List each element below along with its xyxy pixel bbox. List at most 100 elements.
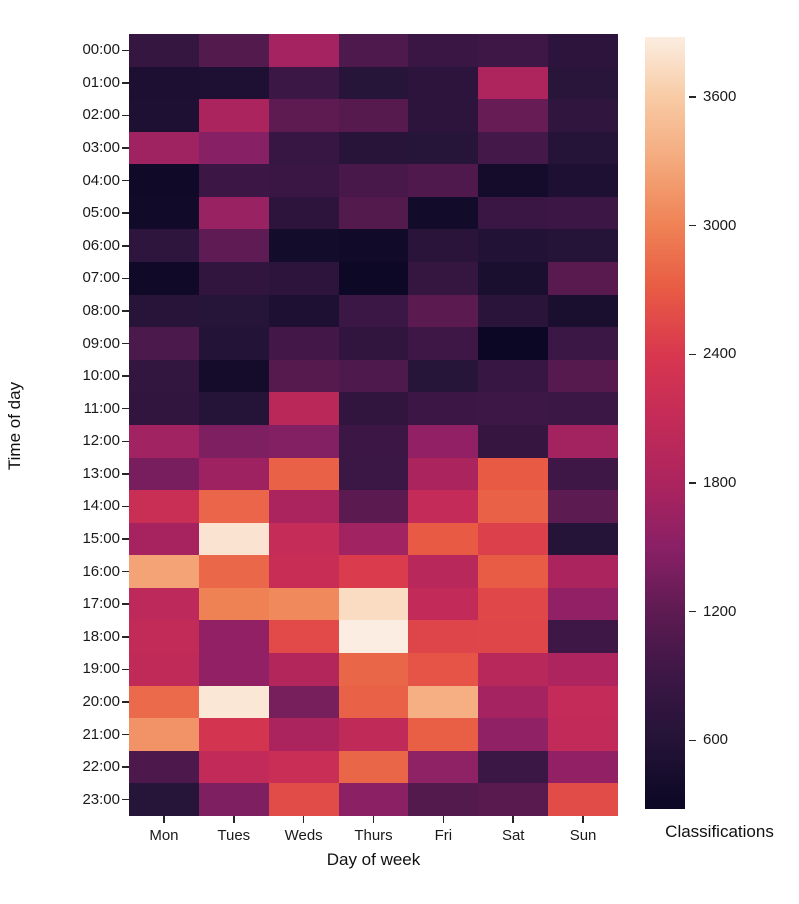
heatmap-cell xyxy=(338,99,409,132)
colorbar-tick-label: 1200 xyxy=(703,602,737,620)
heatmap-cell xyxy=(268,457,339,491)
heatmap-grid xyxy=(129,34,618,816)
heatmap-cell xyxy=(268,522,339,556)
heatmap-cell xyxy=(548,555,618,588)
x-tick-label: Mon xyxy=(149,827,179,844)
y-tick-mark xyxy=(122,668,129,671)
heatmap-cell xyxy=(408,555,479,588)
heatmap-cell xyxy=(548,587,618,621)
heatmap-cell xyxy=(338,66,409,100)
heatmap-cell xyxy=(268,490,339,523)
heatmap-cell xyxy=(478,718,549,751)
heatmap-cell xyxy=(478,620,549,654)
x-axis-title: Day of week xyxy=(326,850,421,869)
heatmap-cell xyxy=(198,490,269,523)
heatmap-cell xyxy=(268,783,339,816)
heatmap-cell xyxy=(408,522,479,556)
heatmap-cell xyxy=(338,34,409,67)
colorbar-title: Classifications xyxy=(665,822,774,841)
heatmap-cell xyxy=(338,294,409,328)
heatmap-cell xyxy=(268,164,339,197)
heatmap-cell xyxy=(408,359,479,393)
y-tick-label: 17:00 xyxy=(82,595,120,613)
heatmap-cell xyxy=(478,490,549,523)
heatmap-cell xyxy=(268,359,339,393)
heatmap-cell xyxy=(129,522,199,556)
heatmap-cell xyxy=(548,718,618,751)
heatmap-cell xyxy=(548,294,618,328)
y-tick-label: 09:00 xyxy=(82,334,120,352)
heatmap-cell xyxy=(408,490,479,523)
x-tick-mark xyxy=(233,816,235,823)
heatmap-cell xyxy=(408,750,479,784)
y-tick-label: 02:00 xyxy=(82,106,120,124)
y-tick-label: 08:00 xyxy=(82,301,120,319)
y-tick-label: 03:00 xyxy=(82,139,120,157)
heatmap-cell xyxy=(408,99,479,132)
y-tick-label: 10:00 xyxy=(82,367,120,385)
heatmap-cell xyxy=(548,620,618,654)
heatmap-cell xyxy=(548,522,618,556)
y-tick-label: 12:00 xyxy=(82,432,120,450)
heatmap-cell xyxy=(338,718,409,751)
heatmap-cell xyxy=(478,555,549,588)
heatmap-cell xyxy=(548,750,618,784)
heatmap-cell xyxy=(268,294,339,328)
heatmap-cell xyxy=(548,262,618,295)
heatmap-cell xyxy=(478,750,549,784)
heatmap-cell xyxy=(478,359,549,393)
heatmap-cell xyxy=(548,457,618,491)
heatmap-cell xyxy=(268,685,339,719)
y-tick-mark xyxy=(122,212,129,214)
heatmap-cell xyxy=(338,392,409,425)
heatmap-cell xyxy=(198,750,269,784)
heatmap-cell xyxy=(548,229,618,263)
heatmap-cell xyxy=(478,66,549,100)
heatmap-cell xyxy=(408,327,479,360)
heatmap-cell xyxy=(408,653,479,686)
heatmap-cell xyxy=(478,653,549,686)
heatmap-cell xyxy=(198,457,269,491)
y-tick-mark xyxy=(122,766,129,768)
heatmap-cell xyxy=(129,392,199,425)
y-tick-mark xyxy=(122,342,129,345)
heatmap-cell xyxy=(129,131,199,165)
heatmap-cell xyxy=(408,457,479,491)
heatmap-cell xyxy=(198,229,269,263)
heatmap-cell xyxy=(408,718,479,751)
heatmap-cell xyxy=(198,196,269,230)
heatmap-cell xyxy=(338,164,409,197)
heatmap-cell xyxy=(129,490,199,523)
heatmap-cell xyxy=(408,34,479,67)
heatmap-cell xyxy=(408,164,479,197)
heatmap-cell xyxy=(548,196,618,230)
heatmap-cell xyxy=(129,294,199,328)
heatmap-cell xyxy=(408,294,479,328)
heatmap-cell xyxy=(198,522,269,556)
y-tick-mark xyxy=(122,636,129,638)
colorbar-tick-label: 600 xyxy=(703,731,729,749)
heatmap-cell xyxy=(268,34,339,67)
y-tick-mark xyxy=(122,570,129,573)
heatmap-cell xyxy=(268,653,339,686)
y-tick-mark xyxy=(122,701,129,703)
heatmap-cell xyxy=(129,99,199,132)
heatmap-cell xyxy=(548,34,618,67)
heatmap-cell xyxy=(129,164,199,197)
y-tick-mark xyxy=(122,147,129,149)
colorbar-tick-mark xyxy=(689,482,696,484)
colorbar-tick-mark xyxy=(689,610,696,613)
heatmap-cell xyxy=(198,34,269,67)
heatmap-cell xyxy=(338,424,409,458)
heatmap-cell xyxy=(198,131,269,165)
heatmap-cell xyxy=(338,131,409,165)
heatmap-cell xyxy=(268,392,339,425)
heatmap-cell xyxy=(408,66,479,100)
colorbar-tick-label: 3600 xyxy=(703,88,737,106)
x-tick-mark xyxy=(582,816,584,823)
heatmap-cell xyxy=(478,457,549,491)
heatmap-cell xyxy=(408,783,479,816)
heatmap-cell xyxy=(198,653,269,686)
heatmap-cell xyxy=(198,555,269,588)
